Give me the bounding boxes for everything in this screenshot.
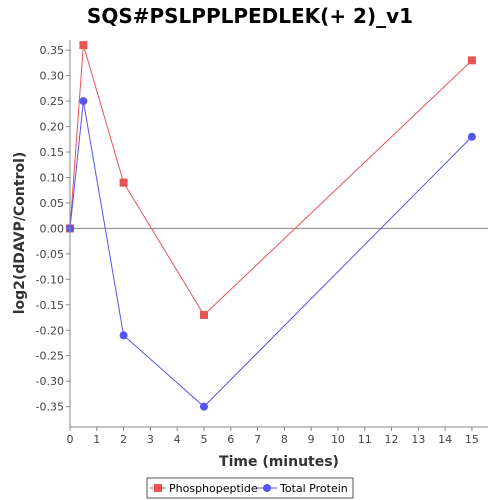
- x-tick-label: 14: [438, 433, 452, 446]
- x-tick-label: 6: [227, 433, 234, 446]
- data-point-total-protein: [119, 331, 128, 340]
- x-tick-label: 3: [147, 433, 154, 446]
- y-tick-label: -0.20: [36, 324, 64, 337]
- legend-box: [146, 477, 354, 499]
- legend-label-total-protein: Total Protein: [279, 482, 348, 495]
- data-point-total-protein: [467, 132, 476, 141]
- x-tick-label: 1: [93, 433, 100, 446]
- y-tick-label: -0.05: [36, 248, 64, 261]
- data-point-phosphopeptide: [199, 310, 208, 319]
- series-line-total-protein: [69, 101, 473, 408]
- x-tick-label: 9: [308, 433, 315, 446]
- data-point-phosphopeptide: [119, 178, 128, 187]
- legend-marker-phosphopeptide: [154, 484, 162, 492]
- x-tick-label: 11: [358, 433, 372, 446]
- x-tick-label: 10: [331, 433, 345, 446]
- x-tick-label: 2: [120, 433, 127, 446]
- y-tick-label: -0.15: [36, 299, 64, 312]
- y-tick-label: 0.30: [40, 70, 65, 83]
- x-tick-label: 12: [385, 433, 399, 446]
- x-tick-label: 15: [465, 433, 479, 446]
- data-point-phosphopeptide: [79, 41, 88, 50]
- y-tick-label: 0.05: [40, 197, 65, 210]
- x-tick-label: 7: [254, 433, 261, 446]
- x-tick-label: 0: [67, 433, 74, 446]
- y-tick-label: 0.10: [40, 171, 65, 184]
- x-tick-label: 13: [411, 433, 425, 446]
- y-tick-label: 0.15: [40, 146, 65, 159]
- y-tick-label: -0.35: [36, 401, 64, 414]
- y-tick-label: 0.25: [40, 95, 65, 108]
- x-tick-label: 5: [200, 433, 207, 446]
- y-tick-label: 0.20: [40, 121, 65, 134]
- x-tick-label: 8: [281, 433, 288, 446]
- chart-title: SQS#PSLPPLPEDLEK(+ 2)_v1: [86, 4, 414, 28]
- legend-label-phosphopeptide: Phosphopeptide: [169, 482, 258, 495]
- data-point-total-protein: [79, 97, 88, 106]
- y-tick-label: 0.35: [40, 44, 65, 57]
- y-axis-title: log2(dDAVP/Control): [12, 152, 28, 315]
- data-point-phosphopeptide: [467, 56, 476, 65]
- legend-marker-total-protein: [263, 484, 271, 492]
- legend: Phosphopeptide Total Protein: [146, 477, 354, 499]
- x-axis-title: Time (minutes): [219, 454, 339, 470]
- y-tick-label: 0.00: [40, 222, 65, 235]
- series-line-phosphopeptide: [69, 44, 473, 316]
- y-tick-label: -0.25: [36, 350, 64, 363]
- y-tick-label: -0.10: [36, 273, 64, 286]
- data-point-total-protein: [199, 402, 208, 411]
- x-tick-label: 4: [174, 433, 181, 446]
- y-tick-label: -0.30: [36, 375, 64, 388]
